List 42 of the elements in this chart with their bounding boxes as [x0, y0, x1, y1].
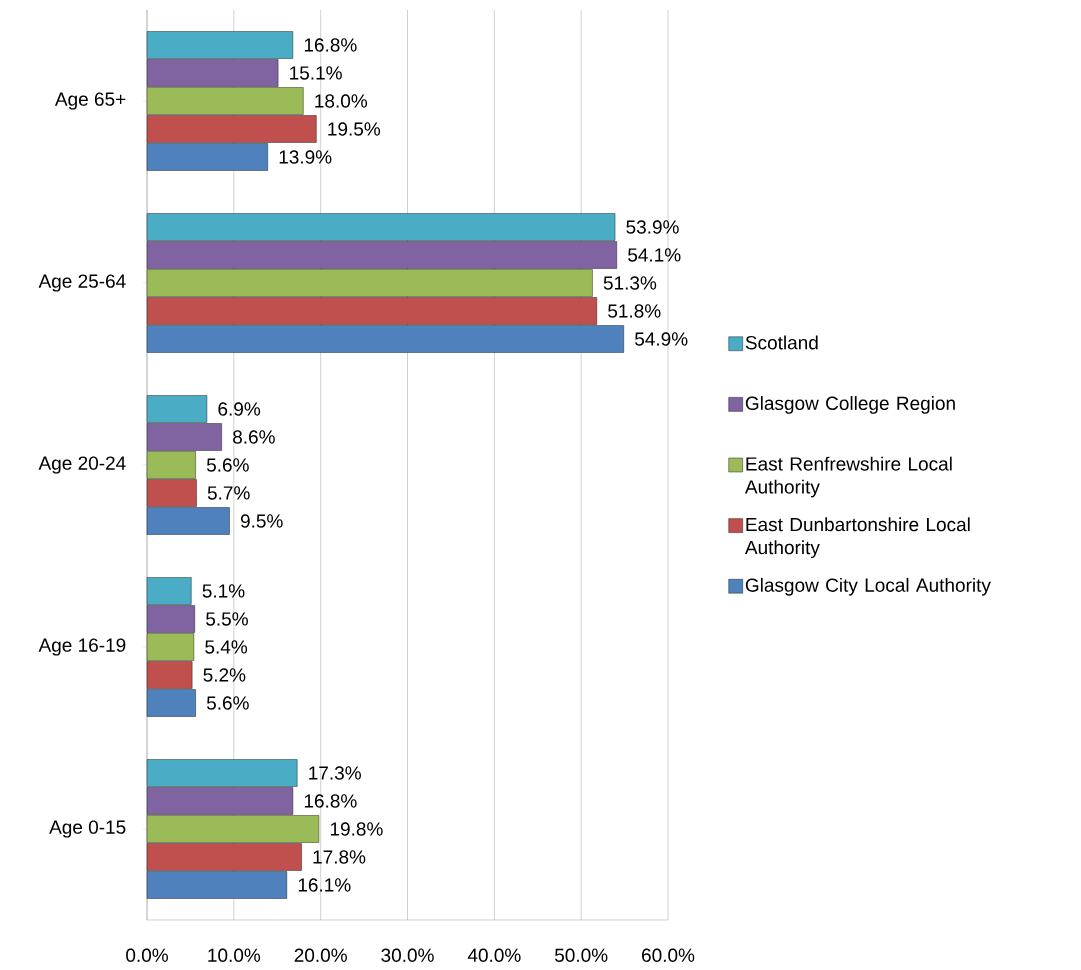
legend-label: Glasgow City Local Authority: [745, 577, 991, 596]
y-tick-label: Age 20-24: [38, 456, 126, 474]
x-tick-label: 50.0%: [555, 948, 608, 962]
data-label: 19.8%: [330, 822, 383, 836]
data-label: 5.7%: [207, 486, 250, 500]
y-tick-label: Age 16-19: [38, 638, 126, 656]
y-tick-label: Age 65+: [54, 92, 126, 110]
legend-label: East Dunbartonshire Local Authority: [744, 517, 970, 559]
x-tick-label: 60.0%: [642, 948, 695, 962]
data-label: 54.9%: [635, 332, 688, 346]
data-label: 17.3%: [309, 766, 361, 780]
data-label: 8.6%: [233, 430, 275, 444]
data-label: 19.5%: [328, 122, 381, 136]
data-label: 15.1%: [290, 66, 342, 80]
legend-label: Scotland: [745, 335, 818, 350]
data-label: 53.9%: [626, 220, 679, 234]
data-label: 51.8%: [608, 304, 661, 318]
data-label: 5.1%: [202, 584, 245, 598]
x-tick-label: 30.0%: [381, 948, 434, 962]
legend-label: Glasgow College Region: [745, 396, 955, 414]
data-label: 54.1%: [628, 248, 681, 262]
x-tick-label: 10.0%: [208, 948, 261, 962]
data-label: 16.1%: [298, 878, 351, 892]
data-label: 17.8%: [313, 850, 366, 864]
data-label: 5.4%: [205, 640, 248, 654]
legend-label: East Renfrewshire Local Authority: [744, 456, 952, 498]
data-label: 5.5%: [206, 612, 248, 626]
x-tick-label: 20.0%: [294, 948, 347, 962]
x-tick-label: 0.0%: [126, 948, 168, 962]
data-label: 51.3%: [603, 276, 657, 290]
data-label: 9.5%: [240, 514, 283, 528]
data-label: 6.9%: [218, 402, 261, 416]
data-label: 5.2%: [203, 668, 246, 682]
data-label: 13.9%: [279, 150, 332, 164]
data-label: 5.6%: [206, 696, 249, 710]
x-tick-label: 40.0%: [467, 948, 521, 962]
data-label: 16.8%: [304, 794, 357, 808]
y-tick-label: Age 0-15: [49, 820, 126, 838]
data-label: 16.8%: [304, 38, 357, 52]
y-tick-label: Age 25-64: [38, 274, 126, 292]
data-label: 5.6%: [206, 458, 249, 472]
data-label: 18.0%: [315, 94, 368, 108]
